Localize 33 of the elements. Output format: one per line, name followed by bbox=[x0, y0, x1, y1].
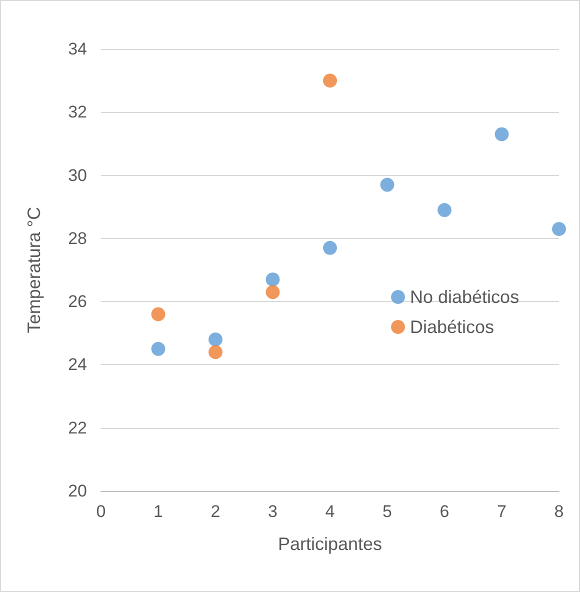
point bbox=[323, 74, 337, 88]
point bbox=[208, 332, 222, 346]
point bbox=[323, 240, 337, 255]
y-tick-label: 28 bbox=[68, 228, 87, 248]
x-tick-label: 1 bbox=[154, 502, 163, 521]
point bbox=[438, 203, 452, 218]
point bbox=[208, 345, 222, 360]
y-tick-label: 22 bbox=[68, 418, 87, 438]
y-tick-label: 32 bbox=[68, 102, 87, 122]
point bbox=[552, 222, 566, 236]
point bbox=[380, 178, 394, 192]
y-tick-label: 30 bbox=[68, 166, 87, 185]
x-axis-title: Participantes bbox=[278, 534, 382, 554]
x-tick-label: 8 bbox=[554, 502, 564, 521]
point bbox=[151, 307, 166, 322]
point bbox=[266, 272, 280, 286]
y-tick-label: 20 bbox=[68, 482, 87, 500]
legend-label: No diabéticos bbox=[410, 287, 520, 307]
legend-label: Diabéticos bbox=[410, 317, 494, 337]
x-tick-label: 2 bbox=[210, 502, 220, 521]
y-tick-label: 34 bbox=[68, 40, 87, 58]
x-tick-label: 6 bbox=[440, 502, 450, 521]
y-axis-title: Temperatura °C bbox=[24, 206, 44, 334]
y-tick-label: 24 bbox=[68, 355, 87, 374]
x-tick-label: 7 bbox=[497, 502, 506, 521]
point bbox=[151, 342, 166, 356]
x-tick-label: 4 bbox=[325, 502, 335, 521]
x-tick-label: 0 bbox=[96, 502, 106, 521]
point bbox=[266, 285, 280, 300]
x-tick-label: 5 bbox=[382, 502, 392, 521]
y-tick-label: 26 bbox=[68, 292, 87, 312]
point bbox=[494, 127, 509, 142]
x-tick-label: 3 bbox=[268, 502, 278, 521]
